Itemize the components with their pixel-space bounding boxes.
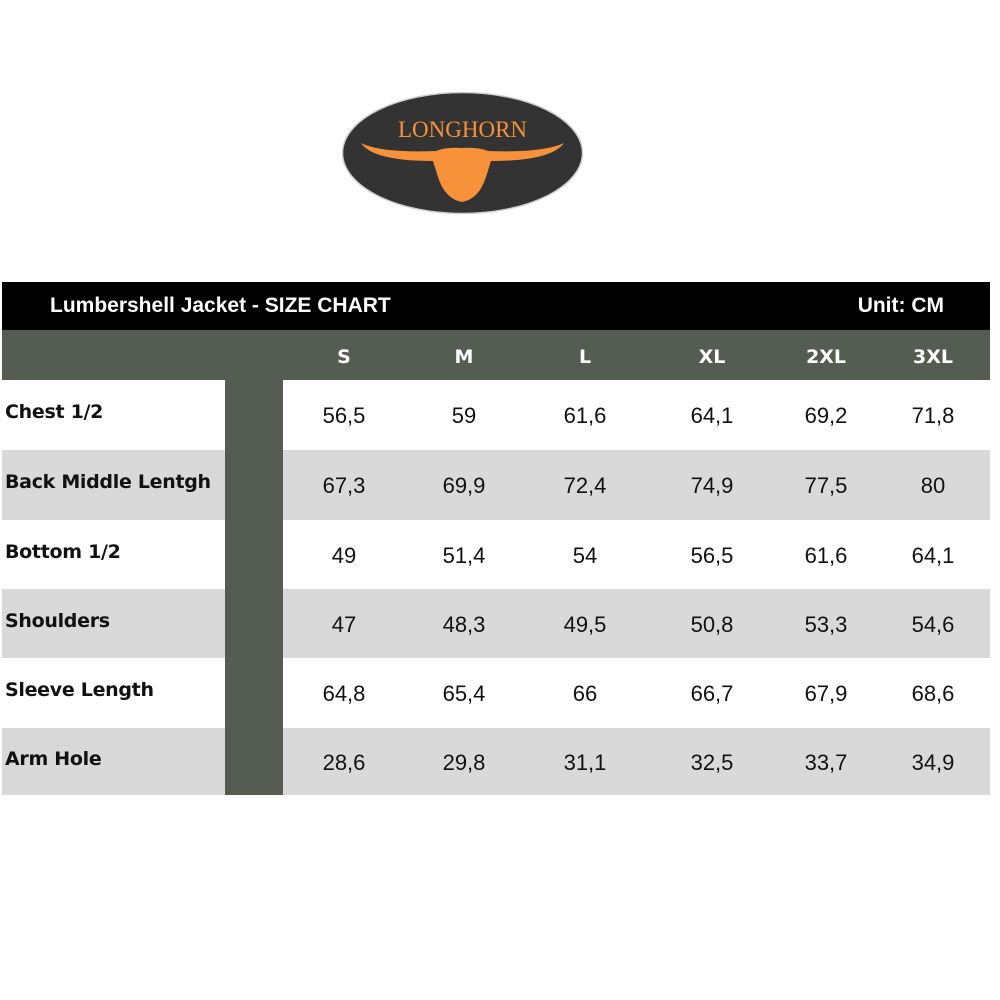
- longhorn-head-icon: [361, 143, 564, 202]
- table-row: Back Middle Lentgh 67,3 69,9 72,4 74,9 77,5 80: [2, 450, 990, 520]
- table-row: Arm Hole 28,6 29,8 31,1 32,5 33,7 34,9: [2, 728, 990, 795]
- size-value-xl: 50,8: [690, 611, 734, 637]
- size-value-s: 56,5: [322, 403, 366, 428]
- longhorn-logo: LONGHORN: [341, 91, 584, 215]
- size-value-l: 31,1: [563, 749, 607, 775]
- row-label: Shoulders: [5, 609, 110, 632]
- table-row: Shoulders 47 48,3 49,5 50,8 53,3 54,6: [2, 589, 990, 658]
- label-divider-stripe: [225, 380, 283, 795]
- size-value-3xl: 80: [920, 473, 946, 498]
- size-value-s: 49: [331, 542, 357, 568]
- size-value-3xl: 34,9: [911, 749, 955, 775]
- row-background: [2, 450, 990, 520]
- size-header-l: L: [578, 346, 592, 368]
- size-value-3xl: 71,8: [911, 403, 955, 428]
- size-value-xl: 74,9: [690, 473, 734, 498]
- size-value-l: 49,5: [563, 611, 607, 637]
- size-header-s: S: [337, 346, 351, 368]
- logo-text: LONGHORN: [398, 117, 527, 142]
- size-value-xl: 66,7: [690, 681, 734, 706]
- row-label: Back Middle Lentgh: [5, 471, 211, 493]
- size-value-m: 29,8: [442, 749, 486, 775]
- size-value-2xl: 61,6: [804, 542, 848, 568]
- size-header-2xl: 2XL: [806, 346, 846, 368]
- row-background: [2, 728, 990, 795]
- row-label: Arm Hole: [5, 747, 102, 770]
- size-value-2xl: 77,5: [804, 473, 848, 498]
- size-value-3xl: 68,6: [911, 681, 955, 706]
- table-row: Sleeve Length 64,8 65,4 66 66,7 67,9 68,6: [2, 658, 990, 728]
- unit-label: Unit: CM: [857, 294, 944, 317]
- size-header-xl: XL: [698, 346, 726, 368]
- chart-title: Lumbershell Jacket - SIZE CHART: [50, 294, 391, 317]
- size-value-l: 61,6: [563, 403, 607, 428]
- size-header-3xl: 3XL: [913, 346, 953, 368]
- size-value-l: 66: [572, 681, 598, 706]
- size-value-2xl: 69,2: [804, 403, 848, 428]
- size-value-m: 59: [451, 403, 477, 428]
- size-value-s: 28,6: [322, 749, 366, 775]
- size-value-m: 69,9: [442, 473, 486, 498]
- size-value-xl: 56,5: [690, 542, 734, 568]
- row-label: Chest 1/2: [5, 401, 104, 423]
- size-value-s: 67,3: [322, 473, 366, 498]
- size-value-3xl: 64,1: [911, 542, 955, 568]
- size-value-m: 48,3: [442, 611, 486, 637]
- size-value-xl: 64,1: [690, 403, 734, 428]
- size-value-s: 64,8: [322, 681, 366, 706]
- row-label: Sleeve Length: [5, 679, 154, 701]
- table-row: Chest 1/2 56,5 59 61,6 64,1 69,2 71,8: [2, 380, 990, 450]
- size-value-2xl: 53,3: [804, 611, 848, 637]
- size-header-m: M: [454, 346, 474, 368]
- row-background: [2, 589, 990, 658]
- size-value-2xl: 33,7: [804, 749, 848, 775]
- size-header-row: S M L XL 2XL 3XL: [2, 330, 990, 380]
- size-value-s: 47: [331, 611, 357, 637]
- size-value-3xl: 54,6: [911, 611, 955, 637]
- size-value-l: 54: [572, 542, 598, 568]
- size-value-m: 51,4: [442, 542, 486, 568]
- title-bar: Lumbershell Jacket - SIZE CHART Unit: CM: [2, 282, 990, 330]
- size-value-2xl: 67,9: [804, 681, 848, 706]
- size-value-l: 72,4: [563, 473, 607, 498]
- size-value-xl: 32,5: [690, 749, 734, 775]
- size-value-m: 65,4: [442, 681, 486, 706]
- table-row: Bottom 1/2 49 51,4 54 56,5 61,6 64,1: [2, 520, 990, 589]
- row-label: Bottom 1/2: [5, 540, 121, 563]
